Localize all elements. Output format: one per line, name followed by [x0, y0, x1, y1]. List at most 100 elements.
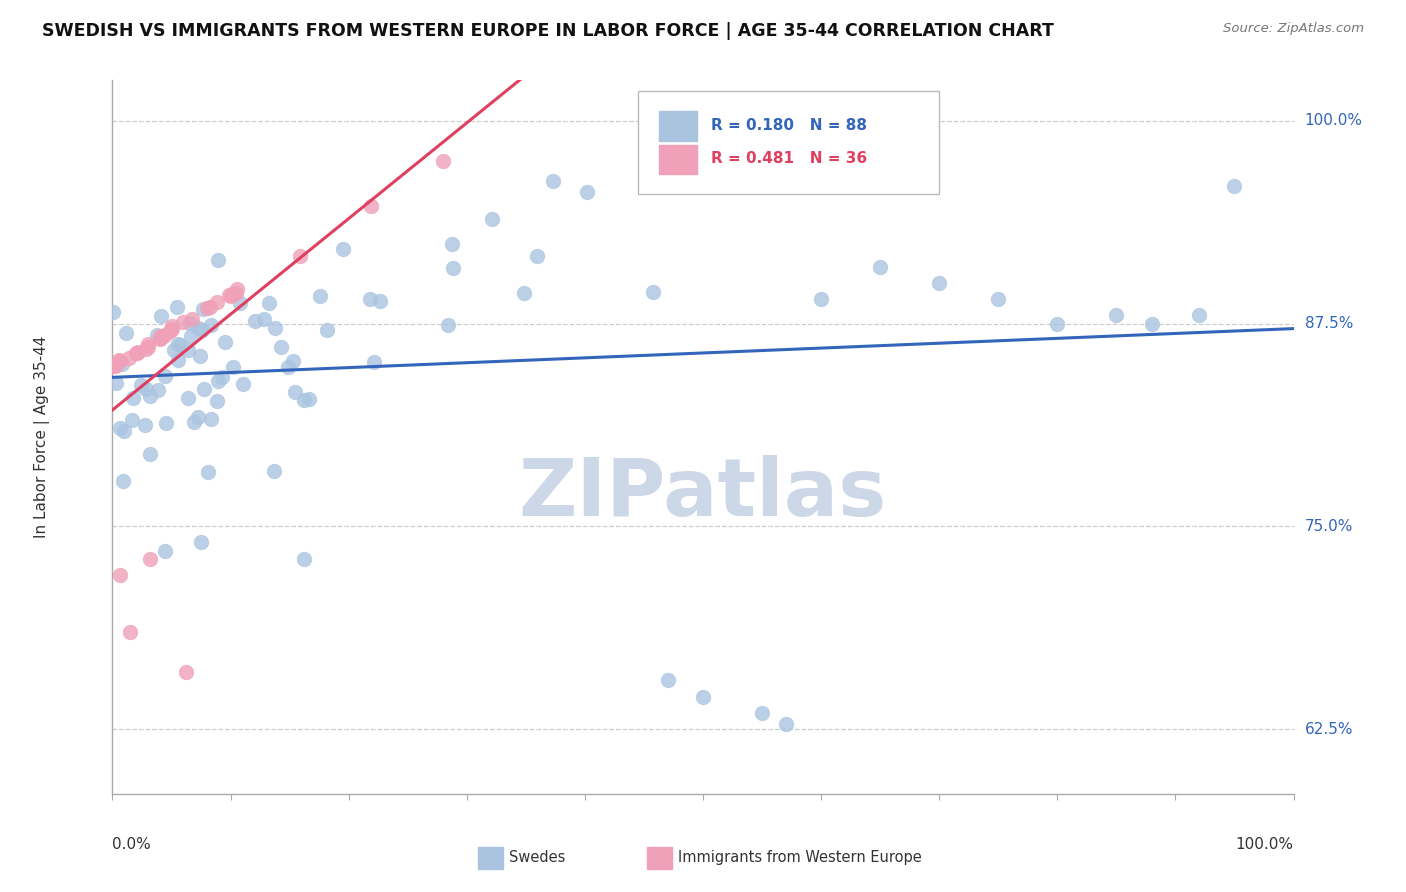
Text: Source: ZipAtlas.com: Source: ZipAtlas.com [1223, 22, 1364, 36]
Point [775, 717, 797, 731]
Point [810, 292, 832, 306]
Point [172, 315, 194, 329]
Point [298, 392, 321, 407]
Point [284, 384, 307, 399]
Text: R = 0.180   N = 88: R = 0.180 N = 88 [711, 118, 868, 133]
Text: 87.5%: 87.5% [1305, 316, 1353, 331]
Point [155, 416, 177, 430]
Point [167, 337, 190, 351]
Point [112, 424, 135, 438]
Point [218, 288, 240, 302]
Point [200, 318, 222, 332]
Point [129, 377, 152, 392]
Point [125, 346, 148, 360]
Point [481, 211, 503, 226]
Point [281, 354, 304, 368]
Point [363, 355, 385, 369]
Point [257, 295, 280, 310]
Point [149, 310, 172, 324]
Point [136, 336, 159, 351]
Point [149, 332, 172, 346]
Point [1105, 309, 1128, 323]
Point [576, 185, 599, 199]
Point [200, 412, 222, 426]
Point [432, 154, 454, 169]
Text: R = 0.481   N = 36: R = 0.481 N = 36 [711, 152, 868, 166]
Point [1046, 317, 1069, 331]
Point [183, 415, 205, 429]
Point [292, 392, 315, 407]
Text: 62.5%: 62.5% [1305, 722, 1353, 737]
Bar [659, 145, 697, 175]
Point [1140, 317, 1163, 331]
Point [139, 551, 162, 566]
Point [1188, 309, 1211, 323]
Point [101, 305, 124, 319]
Point [136, 340, 159, 354]
Point [153, 328, 176, 343]
Point [169, 338, 191, 352]
Point [153, 369, 176, 384]
Point [134, 417, 156, 432]
Point [221, 289, 243, 303]
Point [104, 358, 127, 372]
Point [108, 354, 131, 368]
Point [229, 296, 252, 310]
Point [441, 261, 464, 276]
Point [105, 376, 128, 391]
Point [101, 359, 124, 373]
Text: Immigrants from Western Europe: Immigrants from Western Europe [678, 850, 921, 864]
Text: 100.0%: 100.0% [1236, 837, 1294, 852]
Point [177, 343, 200, 357]
Point [195, 301, 218, 315]
Point [108, 352, 131, 367]
Point [243, 314, 266, 328]
Point [187, 410, 209, 425]
Point [112, 475, 135, 489]
Point [190, 535, 212, 549]
Point [270, 340, 292, 354]
Point [512, 285, 534, 300]
Point [869, 260, 891, 274]
Point [211, 370, 233, 384]
Point [166, 300, 188, 314]
Point [225, 285, 247, 300]
Point [104, 359, 127, 373]
Point [191, 301, 214, 316]
Point [437, 318, 460, 332]
Point [167, 352, 190, 367]
Point [657, 673, 679, 688]
Point [359, 292, 381, 306]
Point [174, 665, 197, 680]
Point [987, 292, 1010, 306]
Point [263, 465, 285, 479]
Bar [659, 111, 697, 141]
Point [108, 568, 131, 582]
Point [127, 345, 149, 359]
Point [253, 312, 276, 326]
FancyBboxPatch shape [638, 91, 939, 194]
Point [160, 319, 183, 334]
Point [232, 376, 254, 391]
Text: SWEDISH VS IMMIGRANTS FROM WESTERN EUROPE IN LABOR FORCE | AGE 35-44 CORRELATION: SWEDISH VS IMMIGRANTS FROM WESTERN EUROP… [42, 22, 1054, 40]
Point [139, 446, 162, 460]
Point [316, 323, 339, 337]
Point [198, 300, 221, 314]
Point [207, 394, 229, 409]
Point [207, 374, 229, 388]
Text: 75.0%: 75.0% [1305, 519, 1353, 533]
Point [543, 174, 565, 188]
Point [135, 342, 157, 356]
Point [153, 543, 176, 558]
Point [441, 236, 464, 251]
Point [163, 343, 186, 358]
Point [148, 383, 170, 397]
Point [159, 324, 181, 338]
Point [205, 295, 228, 310]
Point [197, 466, 219, 480]
Point [193, 382, 215, 396]
Point [692, 690, 714, 704]
Point [160, 322, 183, 336]
Point [309, 288, 332, 302]
Point [751, 706, 773, 720]
